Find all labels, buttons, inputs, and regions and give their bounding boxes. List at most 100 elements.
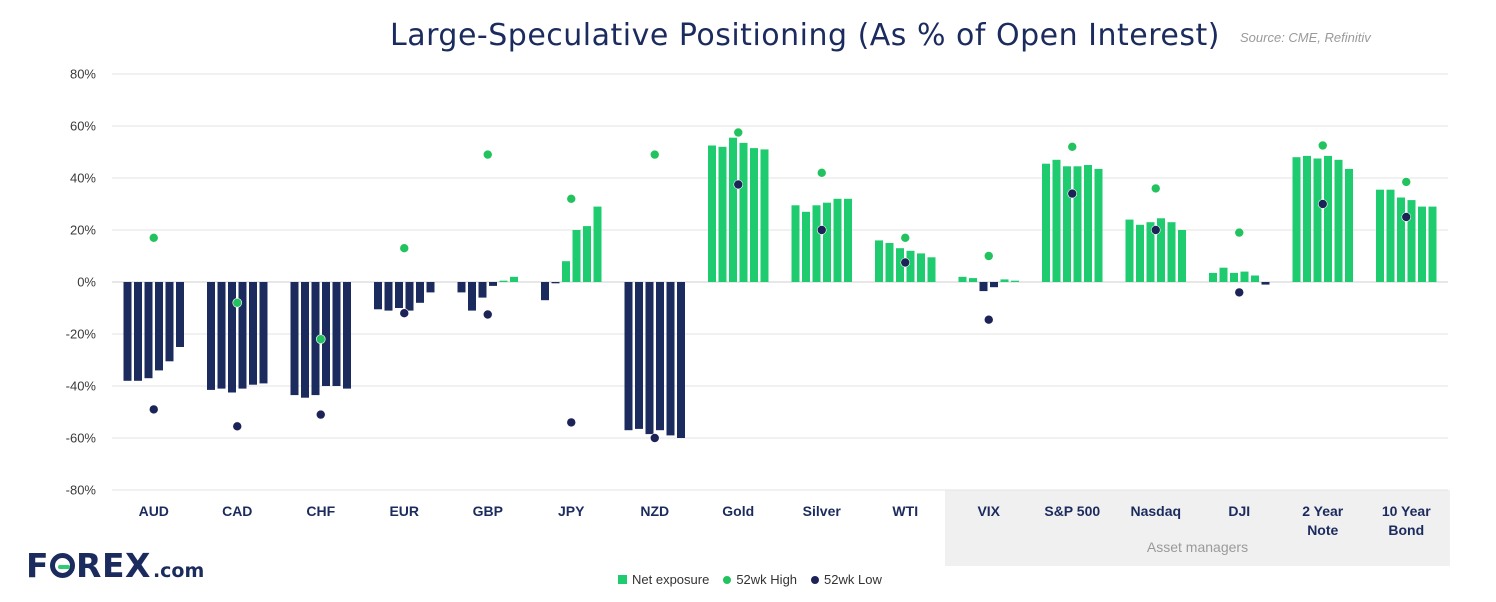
asset-managers-shade [945, 490, 1450, 566]
category-label-line: EUR [389, 503, 419, 519]
bar [1125, 219, 1134, 282]
category-label-line: 10 Year [1382, 503, 1431, 519]
marker-52wk-low [900, 257, 911, 268]
bar [593, 206, 602, 282]
bar [468, 282, 476, 311]
category-label-line: NZD [640, 503, 669, 519]
bar [917, 253, 925, 282]
bar [572, 230, 581, 282]
bar [249, 282, 257, 385]
y-tick-label: 0% [77, 275, 96, 290]
logo-wordmark: F REX [26, 546, 151, 585]
marker-52wk-high [649, 149, 660, 160]
bar [906, 250, 915, 282]
category-label: Nasdaq [1130, 503, 1181, 519]
bar [176, 282, 184, 347]
bar [1407, 200, 1416, 282]
marker-52wk-high [1067, 142, 1078, 152]
bar [990, 282, 998, 288]
marker-52wk-low [983, 314, 994, 325]
marker-52wk-low [566, 417, 577, 428]
bar [1324, 155, 1332, 282]
legend-high-dot-icon [723, 575, 732, 584]
bar [343, 282, 351, 389]
y-tick-label: -40% [66, 379, 97, 394]
marker-52wk-low [148, 404, 159, 415]
bar [1011, 280, 1019, 282]
marker-52wk-low [482, 309, 493, 320]
category-label: EUR [389, 503, 419, 519]
bar [1240, 271, 1249, 282]
bar [489, 282, 497, 286]
bar [1313, 158, 1322, 282]
marker-52wk-high [482, 149, 493, 160]
category-label-line: VIX [977, 503, 1000, 519]
marker-52wk-low [1150, 225, 1161, 235]
marker-52wk-high [399, 243, 410, 253]
bar [750, 148, 758, 282]
bar [844, 198, 852, 282]
category-label-line: Silver [803, 503, 842, 519]
bar [1084, 165, 1092, 282]
category-label: S&P 500 [1044, 503, 1100, 519]
marker-52wk-high [733, 127, 744, 138]
bar [927, 257, 936, 282]
bar [739, 142, 748, 282]
bar [624, 282, 633, 431]
marker-52wk-high [1150, 183, 1161, 194]
bar [551, 282, 560, 284]
bar [1261, 282, 1270, 285]
marker-52wk-low [399, 308, 410, 319]
bar [457, 282, 466, 293]
marker-52wk-low [816, 225, 827, 235]
bar [1000, 279, 1009, 282]
category-label-line: GBP [473, 503, 503, 519]
bar [635, 282, 643, 429]
bar [1428, 206, 1437, 282]
forex-logo: F REX .com [26, 546, 204, 586]
category-label-line: CHF [306, 503, 335, 519]
marker-52wk-low [649, 433, 660, 443]
legend-low-dot-icon [811, 575, 820, 584]
category-label-line: 2 Year [1302, 503, 1344, 519]
bar [301, 282, 309, 398]
chart-title: Large-Speculative Positioning (As % of O… [390, 18, 1220, 53]
marker-52wk-high [566, 194, 577, 204]
logo-text-right: REX [76, 546, 151, 585]
marker-52wk-high [1401, 177, 1412, 187]
category-label: 2 Year Note [1302, 503, 1344, 538]
bar [729, 137, 737, 282]
bar [499, 280, 508, 282]
logo-suffix: .com [152, 560, 205, 582]
bar [760, 149, 769, 282]
bar [677, 282, 685, 438]
bar [416, 282, 424, 303]
category-label: NZD [640, 503, 669, 519]
category-label-line: S&P 500 [1044, 503, 1100, 519]
bar [165, 282, 174, 362]
marker-52wk-high [816, 168, 827, 178]
marker-52wk-high [1317, 140, 1328, 151]
bar [207, 282, 215, 390]
bar [875, 240, 883, 282]
group-label: Asset managers [1147, 539, 1248, 555]
category-label: JPY [558, 503, 585, 519]
marker-52wk-high [315, 334, 326, 345]
bar [228, 282, 236, 393]
marker-52wk-low [733, 179, 744, 190]
marker-52wk-low [232, 421, 243, 432]
bar [259, 282, 268, 384]
category-label: CAD [222, 503, 252, 519]
bar [541, 282, 549, 301]
bar [1167, 222, 1176, 282]
bar [1094, 168, 1103, 282]
category-label: 10 Year Bond [1382, 503, 1431, 538]
bar [583, 226, 591, 282]
category-label-line: JPY [558, 503, 585, 519]
category-label: WTI [892, 503, 918, 519]
category-label-line: CAD [222, 503, 252, 519]
category-label: CHF [306, 503, 335, 519]
legend-high-label: 52wk High [736, 572, 798, 587]
bar [332, 282, 341, 386]
